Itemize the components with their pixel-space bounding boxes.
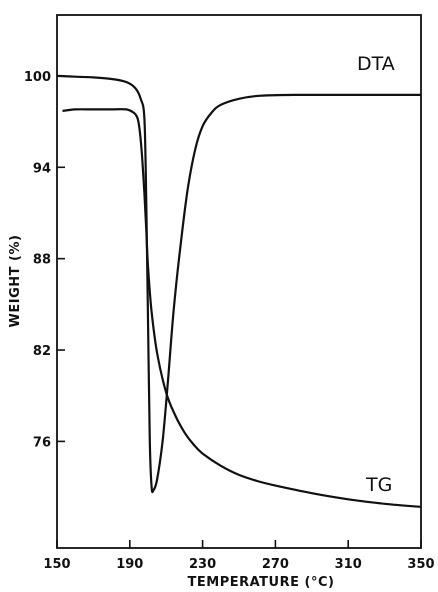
x-axis: 150 190 230 270 310 350 xyxy=(43,540,435,572)
y-tick-label: 100 xyxy=(24,70,51,85)
plot-area xyxy=(56,74,422,508)
y-axis: 100 94 88 82 76 xyxy=(24,70,65,450)
plot-frame xyxy=(56,14,422,549)
tg-curve-label: TG xyxy=(365,474,392,496)
dta-curve-label: DTA xyxy=(357,53,395,75)
x-axis-title: TEMPERATURE (°C) xyxy=(188,575,335,590)
dta-curve xyxy=(56,74,421,494)
y-tick-label: 82 xyxy=(33,344,51,359)
x-tick-label: 310 xyxy=(335,557,362,572)
x-tick-label: 270 xyxy=(262,557,289,572)
y-axis-title: WEIGHT (%) xyxy=(8,235,23,328)
y-tick-label: 76 xyxy=(33,435,51,450)
y-tick-label: 94 xyxy=(33,161,51,176)
y-tick-label: 88 xyxy=(33,253,51,268)
x-tick-label: 190 xyxy=(116,557,143,572)
tg-curve xyxy=(62,108,422,508)
x-tick-label: 150 xyxy=(43,557,70,572)
x-tick-label: 350 xyxy=(407,557,434,572)
x-tick-label: 230 xyxy=(189,557,216,572)
